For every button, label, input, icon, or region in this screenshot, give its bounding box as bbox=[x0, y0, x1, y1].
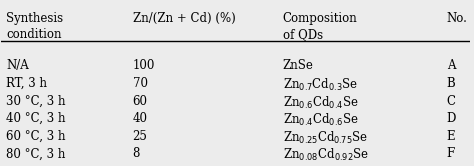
Text: B: B bbox=[447, 77, 456, 90]
Text: E: E bbox=[447, 130, 456, 143]
Text: Zn$_{0.25}$Cd$_{0.75}$Se: Zn$_{0.25}$Cd$_{0.75}$Se bbox=[283, 130, 368, 146]
Text: 30 °C, 3 h: 30 °C, 3 h bbox=[6, 95, 65, 108]
Text: 60 °C, 3 h: 60 °C, 3 h bbox=[6, 130, 65, 143]
Text: D: D bbox=[447, 112, 456, 125]
Text: 70: 70 bbox=[133, 77, 147, 90]
Text: C: C bbox=[447, 95, 456, 108]
Text: N/A: N/A bbox=[6, 59, 29, 73]
Text: 80 °C, 3 h: 80 °C, 3 h bbox=[6, 147, 65, 160]
Text: No.: No. bbox=[447, 12, 467, 25]
Text: 60: 60 bbox=[133, 95, 147, 108]
Text: Zn$_{0.4}$Cd$_{0.6}$Se: Zn$_{0.4}$Cd$_{0.6}$Se bbox=[283, 112, 358, 128]
Text: ZnSe: ZnSe bbox=[283, 59, 313, 73]
Text: Zn$_{0.6}$Cd$_{0.4}$Se: Zn$_{0.6}$Cd$_{0.4}$Se bbox=[283, 95, 358, 111]
Text: 25: 25 bbox=[133, 130, 147, 143]
Text: 40: 40 bbox=[133, 112, 147, 125]
Text: 8: 8 bbox=[133, 147, 140, 160]
Text: F: F bbox=[447, 147, 455, 160]
Text: A: A bbox=[447, 59, 455, 73]
Text: Synthesis
condition: Synthesis condition bbox=[6, 12, 63, 41]
Text: 100: 100 bbox=[133, 59, 155, 73]
Text: 40 °C, 3 h: 40 °C, 3 h bbox=[6, 112, 65, 125]
Text: Zn/(Zn + Cd) (%): Zn/(Zn + Cd) (%) bbox=[133, 12, 236, 25]
Text: Zn$_{0.08}$Cd$_{0.92}$Se: Zn$_{0.08}$Cd$_{0.92}$Se bbox=[283, 147, 369, 164]
Text: Composition
of QDs: Composition of QDs bbox=[283, 12, 357, 41]
Text: RT, 3 h: RT, 3 h bbox=[6, 77, 47, 90]
Text: Zn$_{0.7}$Cd$_{0.3}$Se: Zn$_{0.7}$Cd$_{0.3}$Se bbox=[283, 77, 358, 93]
